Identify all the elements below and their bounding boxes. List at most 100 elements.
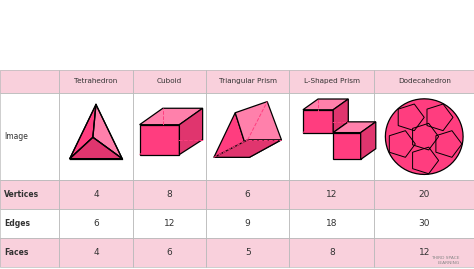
Text: Image: Image [4, 132, 27, 141]
Bar [59, 93, 133, 180]
Bar [289, 180, 374, 209]
Text: Edges: Edges [4, 219, 30, 228]
Polygon shape [361, 122, 376, 160]
Bar [0, 70, 59, 93]
Bar [289, 209, 374, 238]
Polygon shape [179, 108, 203, 154]
Polygon shape [333, 99, 348, 133]
Bar [374, 93, 474, 180]
Bar [206, 70, 289, 93]
Bar [59, 238, 133, 267]
Bar [59, 70, 133, 93]
Text: THIRD SPACE
LEARNING: THIRD SPACE LEARNING [431, 256, 460, 265]
Polygon shape [140, 108, 203, 125]
Bar [133, 93, 206, 180]
Text: 6: 6 [166, 248, 173, 257]
Bar [206, 93, 289, 180]
Text: 12: 12 [326, 190, 337, 199]
Text: 6: 6 [93, 219, 99, 228]
Text: Dodecahedron: Dodecahedron [398, 78, 451, 84]
Bar [206, 180, 289, 209]
Polygon shape [214, 113, 249, 157]
Bar [59, 180, 133, 209]
Bar [0, 238, 59, 267]
Text: 12: 12 [419, 248, 430, 257]
Bar [289, 93, 374, 180]
Bar [0, 209, 59, 238]
Bar [0, 180, 59, 209]
Bar [374, 238, 474, 267]
Bar [59, 209, 133, 238]
Bar [206, 238, 289, 267]
Polygon shape [385, 99, 463, 174]
Text: Faces, edges and vertices: Faces, edges and vertices [12, 31, 273, 49]
Text: 30: 30 [419, 219, 430, 228]
Bar [374, 70, 474, 93]
Text: 6: 6 [245, 190, 251, 199]
Polygon shape [70, 104, 96, 159]
Bar [0, 93, 59, 180]
Bar [206, 209, 289, 238]
Bar [289, 70, 374, 93]
Bar [289, 209, 374, 238]
Bar [59, 70, 133, 93]
Text: 8: 8 [329, 248, 335, 257]
Bar [374, 93, 474, 180]
Polygon shape [93, 104, 122, 159]
Bar [374, 238, 474, 267]
Bar [0, 238, 59, 267]
Bar [289, 93, 374, 180]
Polygon shape [140, 125, 179, 154]
Text: Triangular Prism: Triangular Prism [219, 78, 277, 84]
Bar [133, 209, 206, 238]
Bar [133, 209, 206, 238]
Bar [0, 209, 59, 238]
Text: Faces: Faces [4, 248, 28, 257]
Text: Cuboid: Cuboid [157, 78, 182, 84]
Bar [133, 70, 206, 93]
Text: Vertices: Vertices [4, 190, 39, 199]
Text: 4: 4 [93, 248, 99, 257]
Bar [0, 180, 59, 209]
Bar [374, 180, 474, 209]
Text: 8: 8 [166, 190, 173, 199]
Bar [374, 209, 474, 238]
Polygon shape [333, 122, 376, 133]
Polygon shape [303, 99, 348, 110]
Bar [133, 180, 206, 209]
Text: Tetrahedron: Tetrahedron [74, 78, 118, 84]
Polygon shape [303, 110, 333, 133]
Text: 12: 12 [164, 219, 175, 228]
Polygon shape [333, 133, 361, 160]
Text: L-Shaped Prism: L-Shaped Prism [304, 78, 360, 84]
Bar [133, 238, 206, 267]
Bar [206, 238, 289, 267]
Bar [133, 70, 206, 93]
Bar [133, 180, 206, 209]
Bar [133, 238, 206, 267]
Bar [289, 70, 374, 93]
Bar [374, 180, 474, 209]
Bar [289, 238, 374, 267]
Bar [206, 180, 289, 209]
Bar [206, 70, 289, 93]
Polygon shape [214, 140, 282, 157]
Text: 20: 20 [419, 190, 430, 199]
Bar [206, 209, 289, 238]
Bar [374, 209, 474, 238]
Polygon shape [70, 137, 122, 159]
Bar [0, 70, 59, 93]
Text: 5: 5 [245, 248, 251, 257]
Polygon shape [235, 102, 282, 157]
Text: 9: 9 [245, 219, 251, 228]
Bar [0, 93, 59, 180]
Bar [289, 238, 374, 267]
Bar [206, 93, 289, 180]
Bar [59, 209, 133, 238]
Bar [59, 180, 133, 209]
Bar [59, 93, 133, 180]
Bar [59, 238, 133, 267]
Bar [374, 70, 474, 93]
Text: 18: 18 [326, 219, 337, 228]
Text: 4: 4 [93, 190, 99, 199]
